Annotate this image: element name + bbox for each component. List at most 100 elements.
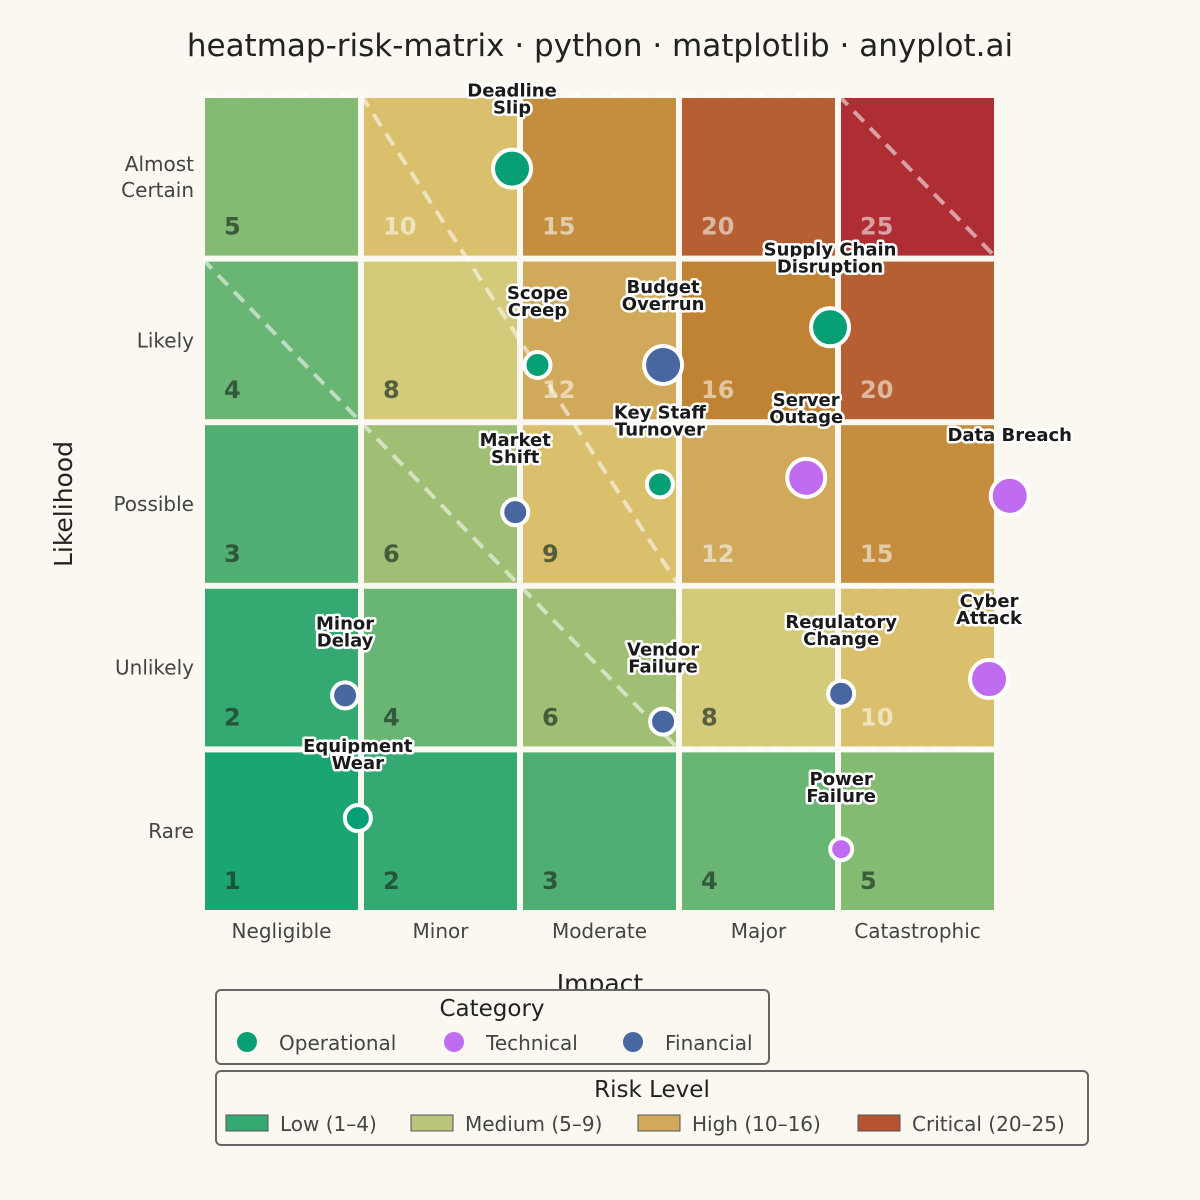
matrix-cell bbox=[364, 261, 517, 420]
cell-score: 20 bbox=[860, 376, 893, 404]
matrix-cell bbox=[205, 98, 358, 256]
cell-score: 25 bbox=[860, 213, 893, 241]
matrix-cell bbox=[841, 588, 994, 747]
matrix-cell bbox=[364, 752, 517, 910]
matrix-cells bbox=[205, 98, 994, 910]
cell-score: 16 bbox=[701, 376, 734, 404]
risk-point bbox=[500, 497, 531, 528]
risk-label: Delay bbox=[317, 630, 374, 651]
matrix-cell bbox=[841, 752, 994, 910]
cell-score: 6 bbox=[542, 703, 559, 731]
risk-label: Power bbox=[810, 769, 873, 790]
risk-label: Change bbox=[803, 629, 879, 650]
matrix-cell bbox=[841, 425, 994, 583]
matrix-cell bbox=[364, 98, 517, 256]
risk-label: Creep bbox=[508, 300, 568, 321]
cell-score: 2 bbox=[383, 867, 400, 895]
legend-category-marker bbox=[237, 1032, 257, 1052]
risk-band-line bbox=[359, 93, 681, 587]
risk-point bbox=[785, 456, 828, 499]
risk-point bbox=[828, 836, 855, 863]
risk-label: Scope bbox=[507, 283, 568, 304]
cell-score: 4 bbox=[383, 703, 400, 731]
risk-point bbox=[330, 680, 361, 711]
legend-risk-level: Risk Level Low (1–4) Medium (5–9) High (10… bbox=[215, 1070, 1089, 1146]
risk-label: Vendor bbox=[627, 640, 699, 661]
risk-label: Equipment bbox=[303, 736, 413, 757]
risk-label: Budget bbox=[627, 277, 701, 298]
risk-band-lines bbox=[200, 93, 999, 752]
matrix-cell bbox=[205, 588, 358, 747]
legend-category: Category Operational Technical Financial bbox=[215, 989, 770, 1065]
matrix-cell bbox=[682, 588, 835, 747]
risk-label: Overrun bbox=[622, 294, 705, 315]
y-tick-label: Rare bbox=[148, 819, 194, 843]
cell-score: 10 bbox=[860, 703, 893, 731]
legend-category-items: Operational Technical Financial bbox=[237, 1031, 753, 1055]
cell-score: 9 bbox=[542, 540, 559, 568]
risk-label: Data Breach bbox=[947, 425, 1072, 446]
risk-label: Turnover bbox=[615, 419, 705, 440]
cell-score: 20 bbox=[701, 213, 734, 241]
legend-risk-swatch bbox=[225, 1114, 269, 1132]
cell-score: 4 bbox=[224, 376, 241, 404]
risk-point bbox=[826, 678, 857, 709]
matrix-cell bbox=[682, 261, 835, 420]
y-tick-label: Almost bbox=[125, 152, 194, 176]
risk-label: Supply Chain bbox=[764, 239, 897, 260]
risk-label: Slip bbox=[493, 98, 531, 119]
matrix-cell bbox=[682, 98, 835, 256]
x-tick-label: Major bbox=[731, 919, 787, 943]
risk-point bbox=[644, 469, 675, 500]
matrix-cell bbox=[523, 752, 676, 910]
y-tick-label: Unlikely bbox=[115, 656, 194, 680]
risk-point bbox=[522, 349, 553, 380]
matrix-cell bbox=[205, 425, 358, 583]
x-tick-label: Negligible bbox=[232, 919, 332, 943]
legend-risk-items: Low (1–4) Medium (5–9) High (10–16) Critica… bbox=[225, 1112, 1065, 1136]
risk-point bbox=[342, 803, 373, 834]
risk-label: Key Staff bbox=[614, 402, 707, 423]
cell-score: 2 bbox=[224, 703, 241, 731]
risk-points bbox=[330, 147, 1031, 863]
risk-point bbox=[642, 343, 685, 386]
risk-label: Wear bbox=[332, 753, 385, 774]
risk-label: Regulatory bbox=[785, 612, 897, 633]
legend-risk-title: Risk Level bbox=[594, 1077, 710, 1103]
risk-label: Cyber bbox=[960, 591, 1019, 612]
matrix-cell bbox=[523, 425, 676, 583]
legend-category-label: Operational bbox=[279, 1031, 396, 1055]
cell-score: 5 bbox=[860, 867, 877, 895]
risk-band-line bbox=[836, 93, 999, 260]
risk-label: Deadline bbox=[467, 81, 557, 102]
cell-scores: 1 2 3 4 52 4 6 8 103 6 9 12 154 8 12 16 205 10 15 20 25 bbox=[224, 213, 893, 895]
matrix-cell bbox=[205, 752, 358, 910]
matrix-cell bbox=[682, 425, 835, 583]
cell-score: 8 bbox=[383, 376, 400, 404]
x-tick-label: Catastrophic bbox=[854, 919, 981, 943]
matrix-cell bbox=[364, 588, 517, 747]
x-tick-labels: Negligible Minor Moderate Major Catastrophic bbox=[232, 919, 981, 943]
legend-risk-swatch bbox=[410, 1114, 454, 1132]
legend-category-label: Technical bbox=[485, 1031, 578, 1055]
risk-label: Market bbox=[480, 430, 552, 451]
matrix-cell bbox=[523, 261, 676, 420]
cell-score: 8 bbox=[701, 703, 718, 731]
cell-score: 4 bbox=[701, 867, 718, 895]
cell-score: 3 bbox=[224, 540, 241, 568]
chart-title: heatmap-risk-matrix · python · matplotli… bbox=[187, 28, 1013, 64]
legend-category-title: Category bbox=[439, 996, 544, 1022]
matrix-cell bbox=[841, 261, 994, 420]
risk-point bbox=[809, 306, 852, 349]
cell-score: 5 bbox=[224, 213, 241, 241]
x-tick-label: Minor bbox=[413, 919, 470, 943]
y-tick-label: Certain bbox=[121, 178, 194, 202]
legend-risk-label: Medium (5–9) bbox=[465, 1112, 602, 1136]
cell-score: 12 bbox=[542, 376, 575, 404]
legend-category-marker bbox=[444, 1032, 464, 1052]
legend-risk-swatch bbox=[637, 1114, 681, 1132]
risk-band-line bbox=[359, 420, 681, 751]
risk-label: Outage bbox=[769, 407, 843, 428]
